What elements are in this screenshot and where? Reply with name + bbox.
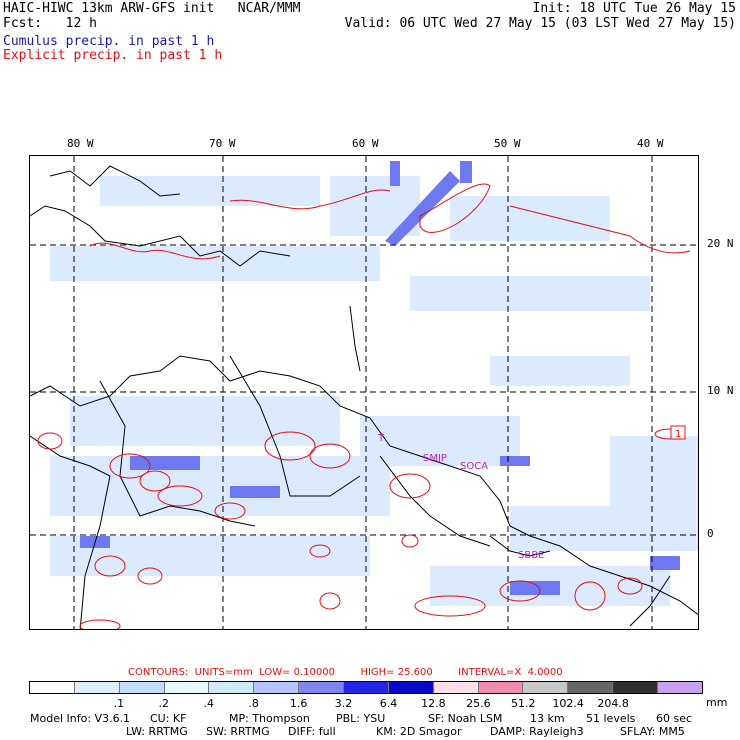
- footer-lw: LW: RRTMG: [126, 725, 188, 738]
- explicit-contours: [37, 183, 691, 629]
- colorbar-swatch: [74, 682, 120, 693]
- lat-label-10n: 10 N: [707, 384, 734, 397]
- footer-sf: SF: Noah LSM: [428, 712, 503, 725]
- footer-diff: DIFF: full: [288, 725, 336, 738]
- cumulus-shading: [50, 176, 698, 606]
- colorbar-swatch: [658, 682, 702, 693]
- footer-levels: 51 levels: [586, 712, 636, 725]
- lon-label-50w: 50 W: [494, 137, 521, 150]
- map-title: HAIC-HIWC 13km ARW-GFS init NCAR/MMM: [3, 1, 301, 16]
- lon-label-70w: 70 W: [209, 137, 236, 150]
- colorbar-label: 1.6: [289, 697, 308, 710]
- colorbar-swatch: [299, 682, 345, 693]
- graticule: [30, 156, 698, 629]
- footer-pbl: PBL: YSU: [336, 712, 386, 725]
- colorbar-label: 204.8: [597, 697, 629, 710]
- colorbar-swatch: [388, 682, 434, 693]
- colorbar-label: .2: [158, 697, 170, 710]
- colorbar-swatch: [613, 682, 659, 693]
- colorbar-label: 51.2: [511, 697, 536, 710]
- colorbar-label: 102.4: [552, 697, 584, 710]
- colorbar-label: 25.6: [466, 697, 491, 710]
- legend-cumulus: Cumulus precip. in past 1 h: [3, 34, 215, 49]
- lon-label-80w: 80 W: [67, 137, 94, 150]
- forecast-hour: Fcst: 12 h: [3, 16, 97, 31]
- footer-cu: CU: KF: [150, 712, 187, 725]
- colorbar-swatch: [209, 682, 255, 693]
- lat-label-0: 0: [707, 527, 714, 540]
- valid-time: Valid: 06 UTC Wed 27 May 15 (03 LST Wed …: [344, 16, 736, 31]
- colorbar-label: 6.4: [379, 697, 398, 710]
- colorbar-swatch: [254, 682, 300, 693]
- footer-damp: DAMP: Rayleigh3: [490, 725, 584, 738]
- station-soca: SOCA: [460, 461, 488, 472]
- lon-label-40w: 40 W: [637, 137, 664, 150]
- footer-resolution: 13 km: [530, 712, 565, 725]
- colorbar-swatch: [119, 682, 165, 693]
- footer-mp: MP: Thompson: [229, 712, 310, 725]
- contours-info: CONTOURS: UNITS=mm LOW= 0.10000 HIGH= 25…: [128, 667, 563, 678]
- footer-sflay: SFLAY: MM5: [620, 725, 685, 738]
- coastlines: [30, 165, 698, 629]
- station-sbbe: SBBE: [518, 550, 544, 561]
- footer-km: KM: 2D Smagor: [376, 725, 462, 738]
- colorbar-swatch: [164, 682, 210, 693]
- station-t: T: [377, 433, 385, 444]
- colorbar-swatch: [344, 682, 389, 693]
- init-time: Init: 18 UTC Tue 26 May 15: [532, 1, 737, 16]
- footer-timestep: 60 sec: [656, 712, 693, 725]
- colorbar-unit: mm: [706, 696, 728, 709]
- footer-model-info: Model Info: V3.6.1: [30, 712, 131, 725]
- lon-label-60w: 60 W: [352, 137, 379, 150]
- station-smjp: SMJP: [423, 453, 447, 464]
- colorbar-swatch: [568, 682, 614, 693]
- colorbar-label: 3.2: [334, 697, 353, 710]
- precip-map: SMJP SOCA SBBE T 1: [29, 155, 699, 630]
- colorbar-swatch: [478, 682, 524, 693]
- colorbar: [29, 681, 703, 694]
- colorbar-label: .4: [203, 697, 214, 710]
- legend-explicit: Explicit precip. in past 1 h: [3, 48, 223, 63]
- map-canvas: SMJP SOCA SBBE T 1: [30, 156, 698, 629]
- colorbar-label: .1: [113, 697, 125, 710]
- colorbar-label: .8: [248, 697, 259, 710]
- lat-label-20n: 20 N: [707, 237, 734, 250]
- colorbar-swatch: [523, 682, 569, 693]
- colorbar-label: 12.8: [421, 697, 446, 710]
- colorbar-swatch: [30, 682, 75, 693]
- contour-label-marker: 1: [675, 429, 681, 440]
- colorbar-swatch: [433, 682, 479, 693]
- footer-sw: SW: RRTMG: [206, 725, 270, 738]
